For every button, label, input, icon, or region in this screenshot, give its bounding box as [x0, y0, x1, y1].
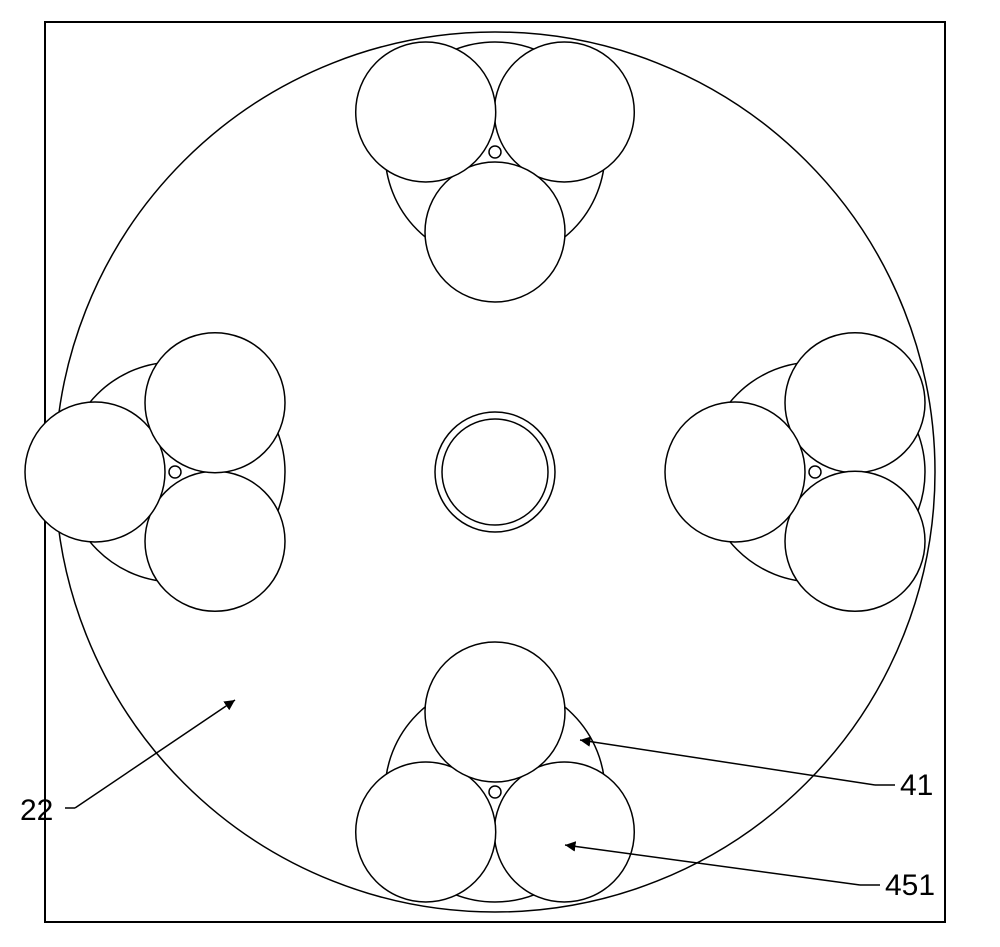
cluster-inner-circle — [665, 402, 805, 542]
center-ring-outer — [435, 412, 555, 532]
leader-arrow — [580, 740, 875, 785]
callout-41: 41 — [580, 740, 933, 802]
cluster-pin — [809, 466, 821, 478]
cluster-inner-circle — [494, 762, 634, 902]
cluster-inner-circle — [425, 642, 565, 782]
cluster-left — [25, 333, 285, 612]
leader-arrow — [75, 700, 235, 808]
cluster-inner-circle — [25, 402, 165, 542]
cluster-inner-circle — [785, 471, 925, 611]
callout-label: 41 — [900, 769, 933, 802]
technical-diagram: 22 41 451 — [0, 0, 1000, 947]
cluster-inner-circle — [145, 333, 285, 473]
cluster-inner-circle — [494, 42, 634, 182]
cluster-inner-circle — [785, 333, 925, 473]
callout-label: 22 — [20, 794, 53, 827]
cluster-top — [356, 42, 635, 302]
cluster-inner-circle — [425, 162, 565, 302]
center-ring-inner — [442, 419, 548, 525]
cluster-pin — [489, 786, 501, 798]
cluster-inner-circle — [356, 42, 496, 182]
cluster-bottom — [356, 642, 635, 902]
cluster-right — [665, 333, 925, 612]
callout-22: 22 — [20, 700, 235, 827]
cluster-pin — [489, 146, 501, 158]
callout-label: 451 — [885, 869, 935, 902]
cluster-inner-circle — [356, 762, 496, 902]
cluster-pin — [169, 466, 181, 478]
cluster-inner-circle — [145, 471, 285, 611]
